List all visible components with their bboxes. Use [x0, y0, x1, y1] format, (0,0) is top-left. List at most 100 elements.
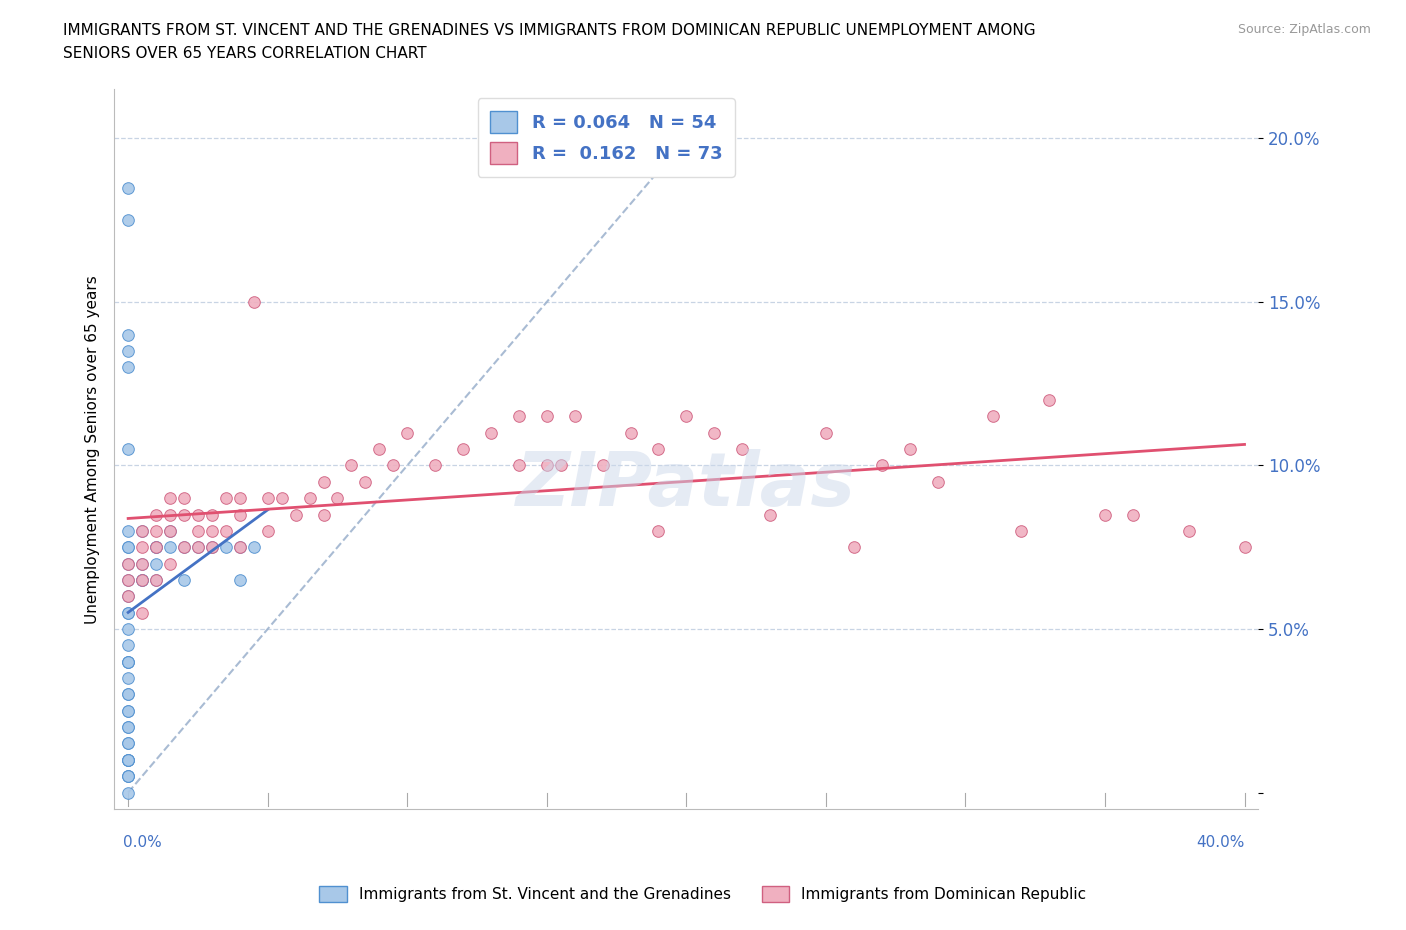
Point — [145, 573, 167, 588]
Point — [117, 720, 139, 735]
Point — [1177, 524, 1199, 538]
Point — [536, 409, 558, 424]
Point — [117, 769, 139, 784]
Point — [173, 539, 195, 554]
Point — [675, 409, 697, 424]
Point — [117, 703, 139, 718]
Point — [117, 687, 139, 702]
Text: ZIPatlas: ZIPatlas — [516, 448, 856, 522]
Point — [159, 507, 181, 522]
Point — [117, 785, 139, 800]
Point — [201, 539, 224, 554]
Point — [550, 458, 572, 473]
Point — [159, 524, 181, 538]
Point — [117, 655, 139, 670]
Point — [117, 442, 139, 457]
Point — [187, 539, 209, 554]
Point — [159, 539, 181, 554]
Point — [145, 524, 167, 538]
Point — [396, 425, 419, 440]
Point — [354, 474, 377, 489]
Point — [117, 556, 139, 571]
Point — [647, 524, 669, 538]
Point — [117, 605, 139, 620]
Point — [1010, 524, 1032, 538]
Point — [131, 573, 153, 588]
Point — [270, 491, 292, 506]
Point — [131, 539, 153, 554]
Point — [159, 556, 181, 571]
Point — [229, 507, 252, 522]
Point — [131, 605, 153, 620]
Point — [117, 655, 139, 670]
Point — [145, 539, 167, 554]
Point — [117, 180, 139, 195]
Point — [145, 556, 167, 571]
Point — [173, 507, 195, 522]
Point — [508, 409, 530, 424]
Point — [201, 507, 224, 522]
Point — [117, 720, 139, 735]
Point — [284, 507, 307, 522]
Point — [117, 655, 139, 670]
Point — [173, 573, 195, 588]
Point — [870, 458, 893, 473]
Point — [312, 507, 335, 522]
Point — [145, 573, 167, 588]
Point — [117, 621, 139, 636]
Point — [229, 491, 252, 506]
Point — [564, 409, 586, 424]
Point — [1122, 507, 1144, 522]
Point — [927, 474, 949, 489]
Point — [159, 491, 181, 506]
Point — [117, 752, 139, 767]
Point — [242, 539, 264, 554]
Point — [619, 425, 641, 440]
Point — [117, 703, 139, 718]
Text: Source: ZipAtlas.com: Source: ZipAtlas.com — [1237, 23, 1371, 36]
Point — [256, 524, 278, 538]
Point — [117, 589, 139, 604]
Point — [117, 360, 139, 375]
Point — [187, 507, 209, 522]
Point — [117, 638, 139, 653]
Point — [117, 736, 139, 751]
Point — [117, 524, 139, 538]
Point — [229, 573, 252, 588]
Point — [117, 539, 139, 554]
Point — [215, 539, 238, 554]
Point — [173, 539, 195, 554]
Point — [536, 458, 558, 473]
Point — [117, 213, 139, 228]
Point — [117, 573, 139, 588]
Point — [187, 524, 209, 538]
Point — [117, 605, 139, 620]
Point — [215, 524, 238, 538]
Point — [145, 539, 167, 554]
Point — [451, 442, 474, 457]
Point — [981, 409, 1004, 424]
Legend: R = 0.064   N = 54, R =  0.162   N = 73: R = 0.064 N = 54, R = 0.162 N = 73 — [478, 99, 735, 177]
Point — [117, 573, 139, 588]
Point — [703, 425, 725, 440]
Point — [201, 539, 224, 554]
Point — [229, 539, 252, 554]
Text: SENIORS OVER 65 YEARS CORRELATION CHART: SENIORS OVER 65 YEARS CORRELATION CHART — [63, 46, 427, 61]
Point — [215, 491, 238, 506]
Point — [479, 425, 502, 440]
Point — [117, 343, 139, 358]
Point — [117, 769, 139, 784]
Point — [117, 556, 139, 571]
Point — [298, 491, 321, 506]
Point — [1038, 392, 1060, 407]
Point — [312, 474, 335, 489]
Point — [145, 507, 167, 522]
Point — [117, 736, 139, 751]
Point — [1094, 507, 1116, 522]
Point — [382, 458, 405, 473]
Text: IMMIGRANTS FROM ST. VINCENT AND THE GRENADINES VS IMMIGRANTS FROM DOMINICAN REPU: IMMIGRANTS FROM ST. VINCENT AND THE GREN… — [63, 23, 1036, 38]
Point — [117, 752, 139, 767]
Point — [229, 539, 252, 554]
Point — [117, 769, 139, 784]
Point — [117, 539, 139, 554]
